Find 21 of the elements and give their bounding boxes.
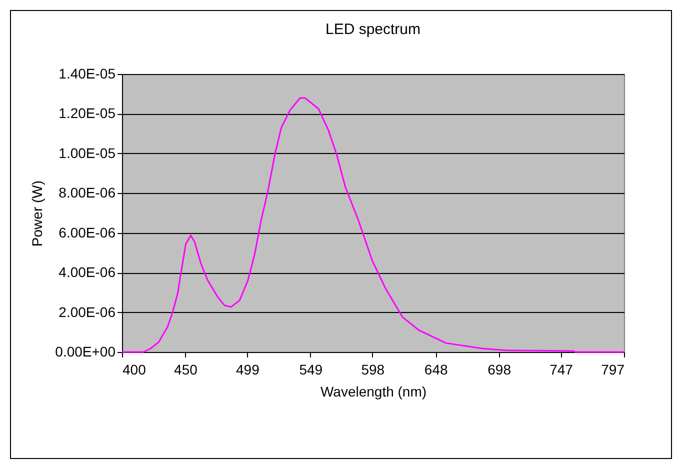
x-tick-label: 450 xyxy=(174,362,198,378)
x-tick-label: 698 xyxy=(488,362,512,378)
y-tick-label: 1.00E-05 xyxy=(58,144,116,161)
x-tick-label: 598 xyxy=(361,362,385,378)
x-tick-label: 499 xyxy=(236,362,260,378)
y-axis-title: Power (W) xyxy=(29,180,46,247)
y-tick-label: 2.00E-06 xyxy=(58,304,116,320)
y-tick-label: 1.20E-05 xyxy=(58,105,116,122)
x-tick-label: 549 xyxy=(299,362,323,378)
x-axis-title: Wavelength (nm) xyxy=(320,384,427,400)
chart-title: LED spectrum xyxy=(325,21,421,38)
y-tick-label: 8.00E-06 xyxy=(58,184,116,201)
line-series xyxy=(121,97,625,353)
y-tick-label: 0.00E+00 xyxy=(55,344,116,360)
x-tick-label: 747 xyxy=(550,362,574,378)
x-tick-label: 648 xyxy=(424,362,448,378)
y-tick-label: 6.00E-06 xyxy=(58,224,116,240)
x-tick-label: 797 xyxy=(601,362,625,378)
x-tick-label: 400 xyxy=(122,362,146,378)
y-tick-label: 1.40E-05 xyxy=(58,66,116,82)
y-tick-label: 4.00E-06 xyxy=(58,264,116,280)
